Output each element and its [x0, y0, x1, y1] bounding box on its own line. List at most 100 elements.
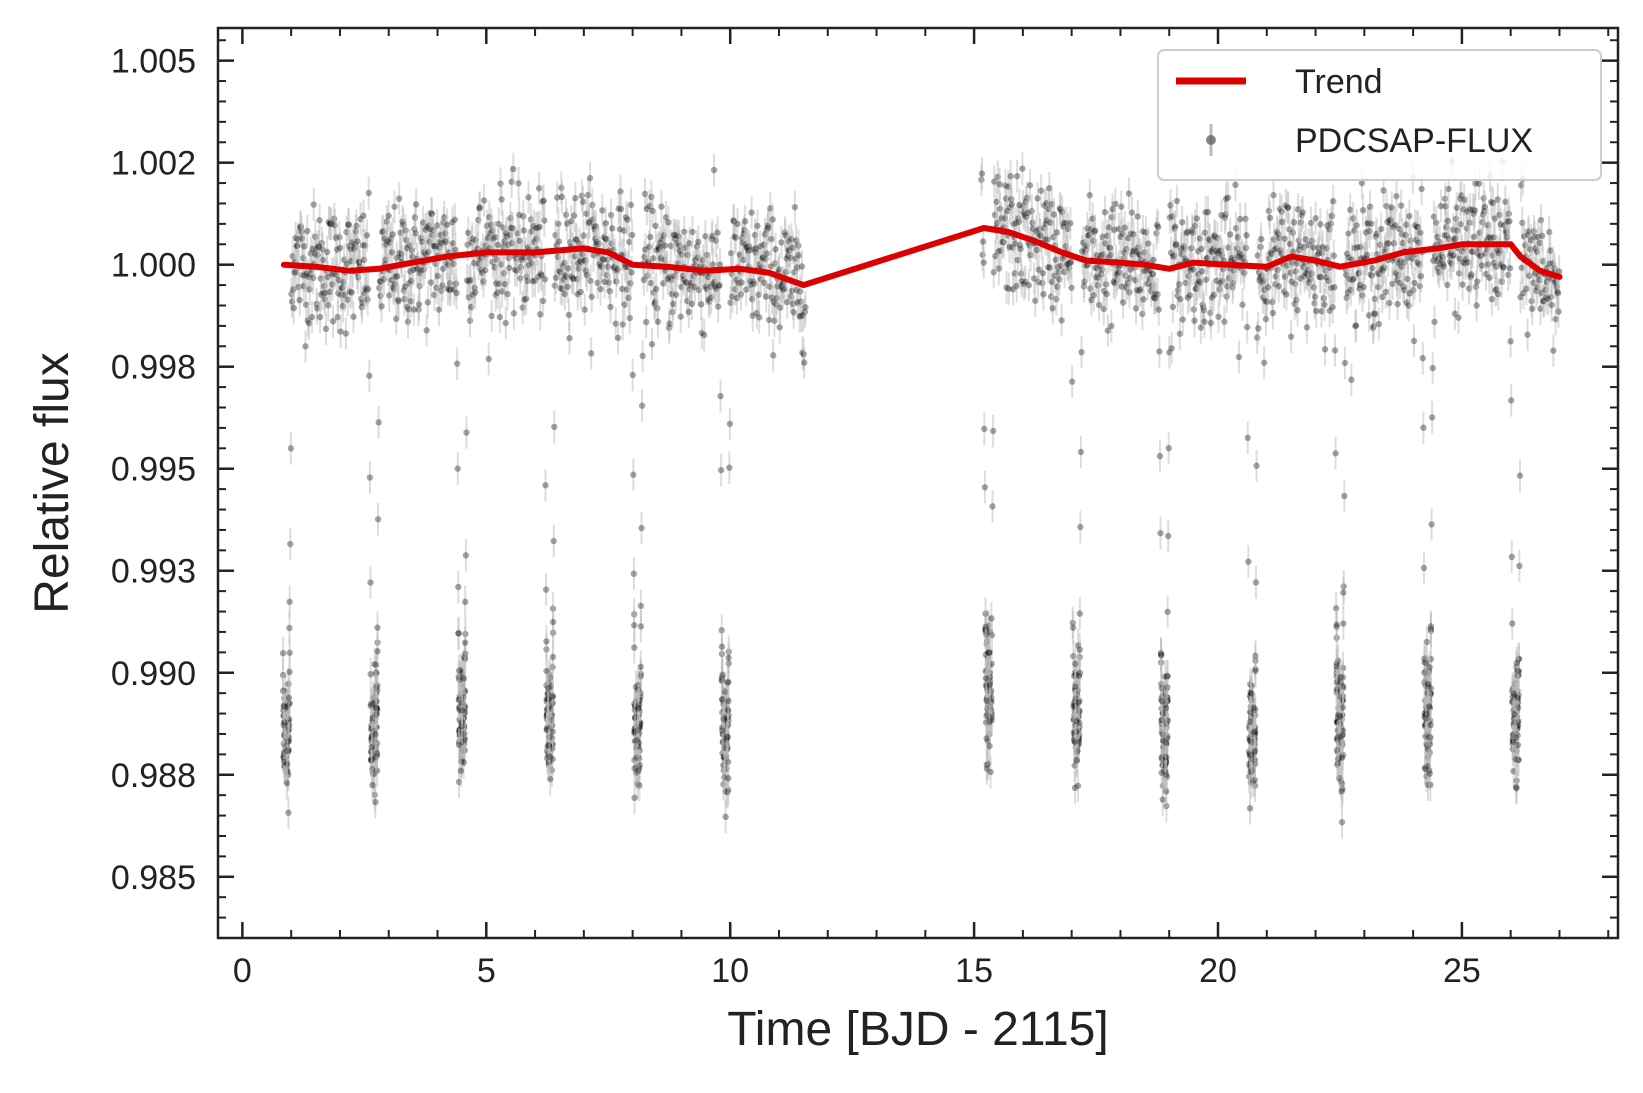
flux-point [990, 428, 996, 434]
flux-point [986, 649, 992, 655]
flux-point [477, 204, 483, 210]
flux-point [1472, 207, 1478, 213]
flux-point [1174, 198, 1180, 204]
flux-point [1524, 332, 1530, 338]
flux-point [628, 269, 634, 275]
flux-point [452, 216, 458, 222]
flux-point [1126, 190, 1132, 196]
flux-point [1490, 234, 1496, 240]
flux-point [374, 624, 380, 630]
flux-point [1208, 320, 1214, 326]
flux-point [1058, 317, 1064, 323]
flux-point [1170, 304, 1176, 310]
flux-point [1539, 233, 1545, 239]
flux-point [375, 419, 381, 425]
flux-point [1555, 308, 1561, 314]
flux-point [701, 332, 707, 338]
flux-point [563, 212, 569, 218]
flux-point [337, 245, 343, 251]
flux-point [1069, 378, 1075, 384]
flux-point [631, 622, 637, 628]
flux-point [541, 198, 547, 204]
flux-point [438, 288, 444, 294]
flux-point [1019, 165, 1025, 171]
flux-point [1307, 276, 1313, 282]
flux-point [1157, 530, 1163, 536]
flux-point [1199, 268, 1205, 274]
flux-point [638, 603, 644, 609]
flux-point [1420, 355, 1426, 361]
flux-point [1145, 240, 1151, 246]
flux-point [1122, 224, 1128, 230]
flux-point [1053, 296, 1059, 302]
flux-point [597, 286, 603, 292]
flux-point [638, 623, 644, 629]
flux-point [286, 599, 292, 605]
flux-point [486, 356, 492, 362]
flux-point [580, 232, 586, 238]
flux-point [1099, 266, 1105, 272]
flux-point [1270, 310, 1276, 316]
flux-point [503, 320, 509, 326]
flux-point [1281, 236, 1287, 242]
flux-point [1245, 558, 1251, 564]
flux-point [987, 769, 993, 775]
flux-point [467, 317, 473, 323]
flux-point [1441, 263, 1447, 269]
flux-point [1502, 199, 1508, 205]
flux-point [543, 638, 549, 644]
flux-point [394, 273, 400, 279]
flux-point [429, 211, 435, 217]
flux-point [1225, 194, 1231, 200]
flux-point [1330, 198, 1336, 204]
flux-point [455, 465, 461, 471]
flux-point [1324, 245, 1330, 251]
flux-point [1406, 213, 1412, 219]
flux-point [715, 303, 721, 309]
flux-point [296, 297, 302, 303]
flux-point [1548, 302, 1554, 308]
flux-point [498, 196, 504, 202]
flux-point [801, 359, 807, 365]
flux-point [324, 249, 330, 255]
flux-point [646, 244, 652, 250]
flux-point [1014, 173, 1020, 179]
flux-point [436, 306, 442, 312]
flux-point [608, 212, 614, 218]
flux-point [1073, 718, 1079, 724]
flux-point [1194, 215, 1200, 221]
flux-point [648, 194, 654, 200]
flux-point [354, 238, 360, 244]
flux-point [1486, 274, 1492, 280]
flux-point [1283, 291, 1289, 297]
flux-point [1508, 397, 1514, 403]
flux-point [378, 303, 384, 309]
flux-point [1168, 345, 1174, 351]
flux-point [1359, 292, 1365, 298]
flux-point [776, 324, 782, 330]
flux-point [717, 393, 723, 399]
flux-point [986, 743, 992, 749]
flux-point [1177, 296, 1183, 302]
flux-point [1236, 354, 1242, 360]
flux-point [772, 246, 778, 252]
flux-point [635, 705, 641, 711]
flux-point [391, 204, 397, 210]
flux-point [650, 255, 656, 261]
flux-point [364, 232, 370, 238]
flux-point [1431, 319, 1437, 325]
flux-point [702, 233, 708, 239]
flux-point [647, 234, 653, 240]
flux-point [1215, 314, 1221, 320]
flux-point [1265, 284, 1271, 290]
flux-point [743, 286, 749, 292]
flux-point [1288, 333, 1294, 339]
flux-point [1454, 205, 1460, 211]
flux-point [1322, 346, 1328, 352]
flux-point [983, 675, 989, 681]
flux-point [1258, 236, 1264, 242]
flux-point [320, 257, 326, 263]
flux-point [423, 327, 429, 333]
flux-point [751, 281, 757, 287]
